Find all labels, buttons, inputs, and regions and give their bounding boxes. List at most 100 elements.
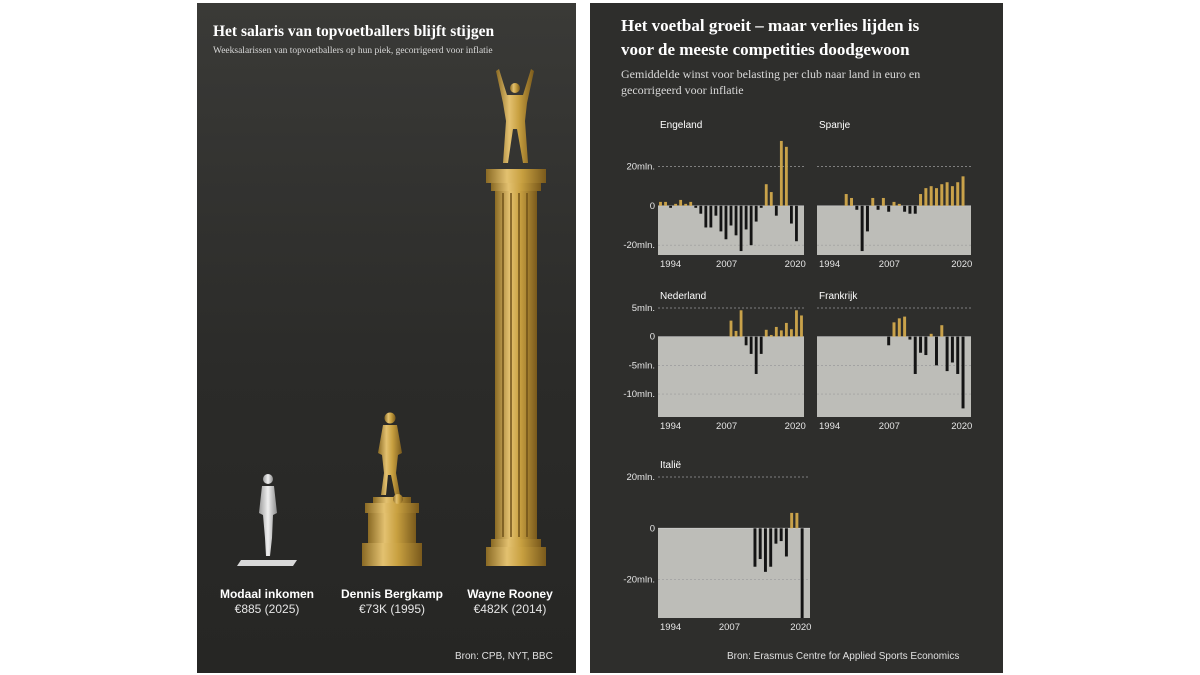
bar-engeland-2019 <box>784 146 788 206</box>
salary-title: Het salaris van topvoetballers blijft st… <box>213 23 495 40</box>
y-tick-label-nederland: -10mln. <box>623 389 655 400</box>
salary-infographic-panel: Het salaris van topvoetballers blijft st… <box>197 3 576 673</box>
y-tick-label-engeland: 0 <box>650 201 655 212</box>
bar-frankrijk-2009 <box>897 318 901 337</box>
bar-spanje-2000 <box>850 197 854 206</box>
bar-engeland-2013 <box>754 205 758 222</box>
bar-engeland-1999 <box>684 203 688 206</box>
bar-engeland-2009 <box>734 205 738 236</box>
plot-background-frankrijk <box>817 336 971 417</box>
figure-value-bergkamp: €73K (1995) <box>358 602 426 616</box>
bar-frankrijk-2016 <box>934 336 938 366</box>
bar-spanje-2009 <box>897 203 901 206</box>
bar-nederland-2010 <box>739 310 743 337</box>
bar-engeland-1997 <box>674 203 678 206</box>
bar-frankrijk-2007 <box>887 336 891 346</box>
profit-infographic-panel: Het voetbal groeit – maar verlies lijden… <box>590 3 1003 673</box>
bar-frankrijk-2015 <box>929 333 933 337</box>
x-tick-label-nederland: 2020 <box>785 421 806 432</box>
panel-title-nederland: Nederland <box>660 291 706 302</box>
x-tick-label-frankrijk: 2020 <box>951 421 972 432</box>
x-tick-label-itali: 2020 <box>790 622 811 633</box>
salary-subtitle: Weeksalarissen van topvoetballers op hun… <box>213 46 493 56</box>
y-tick-label-engeland: 20mln. <box>626 162 655 173</box>
bar-engeland-1998 <box>679 199 683 206</box>
bar-engeland-1996 <box>669 205 672 208</box>
bar-spanje-2006 <box>881 197 885 206</box>
plot-background-itali <box>658 528 810 618</box>
bar-frankrijk-2019 <box>950 336 954 363</box>
bergkamp-statue <box>362 412 422 566</box>
plot-background-nederland <box>658 336 804 417</box>
bar-itali-2015 <box>769 528 773 567</box>
bar-engeland-2008 <box>729 205 733 226</box>
bar-frankrijk-2013 <box>919 336 923 353</box>
bar-nederland-2019 <box>784 322 788 337</box>
y-tick-label-itali: 0 <box>650 523 655 534</box>
bar-nederland-2011 <box>744 336 748 346</box>
bar-spanje-2017 <box>940 184 944 206</box>
bar-spanje-1999 <box>844 194 848 206</box>
x-tick-label-itali: 2007 <box>719 622 740 633</box>
bar-frankrijk-2017 <box>940 325 944 337</box>
bar-itali-2019 <box>790 512 794 529</box>
bar-spanje-2008 <box>892 201 896 206</box>
bar-frankrijk-2011 <box>908 336 912 340</box>
bar-engeland-2011 <box>744 205 748 230</box>
bar-itali-2013 <box>758 528 762 560</box>
bar-engeland-2017 <box>774 205 778 216</box>
bar-spanje-2014 <box>924 188 928 206</box>
bar-engeland-2015 <box>764 184 768 206</box>
profit-title-line1: Het voetbal groeit – maar verlies lijden… <box>621 16 920 35</box>
profit-title-line2: voor de meeste competities doodgewoon <box>621 40 910 59</box>
bar-engeland-2000 <box>689 201 693 206</box>
bar-engeland-2006 <box>719 205 723 232</box>
bar-nederland-2020 <box>790 329 793 337</box>
rooney-column-statue <box>486 69 546 566</box>
panel-title-frankrijk: Frankrijk <box>819 291 858 302</box>
y-tick-label-nederland: 0 <box>650 332 655 343</box>
bar-engeland-1995 <box>664 201 667 206</box>
bar-engeland-1994 <box>659 201 662 206</box>
x-tick-label-itali: 1994 <box>660 622 681 633</box>
bar-spanje-2020 <box>956 182 960 206</box>
bar-frankrijk-2008 <box>892 322 896 337</box>
bar-spanje-2002 <box>860 205 864 252</box>
bar-engeland-2020 <box>790 205 793 224</box>
bar-engeland-2014 <box>759 205 763 208</box>
figure-name-rooney: Wayne Rooney <box>467 587 553 601</box>
bar-itali-2020 <box>795 512 799 529</box>
bar-nederland-2017 <box>774 326 778 337</box>
bar-itali-2016 <box>774 528 778 544</box>
bar-engeland-2005 <box>714 205 718 216</box>
figure-name-bergkamp: Dennis Bergkamp <box>340 587 444 601</box>
y-tick-label-nederland: 5mln. <box>632 303 655 314</box>
small-multiples-chart: Engeland 20mln. 0 -20mln. 1994 2007 2020 Spanje… <box>623 120 972 633</box>
bar-nederland-2013 <box>754 336 758 374</box>
y-tick-label-itali: -20mln. <box>623 575 655 586</box>
bar-spanje-2019 <box>950 186 954 206</box>
bar-spanje-2012 <box>913 205 917 214</box>
bar-nederland-2021 <box>795 310 798 337</box>
bar-frankrijk-2021 <box>961 336 965 409</box>
bar-frankrijk-2010 <box>903 316 907 337</box>
bar-frankrijk-2012 <box>913 336 917 374</box>
y-tick-label-engeland: -20mln. <box>623 240 655 251</box>
bar-spanje-2010 <box>903 205 907 212</box>
bar-itali-2017 <box>779 528 783 542</box>
panel-title-engeland: Engeland <box>660 120 702 131</box>
x-tick-label-nederland: 2007 <box>716 421 737 432</box>
profit-subtitle-line2: gecorrigeerd voor inflatie <box>621 83 744 97</box>
bar-itali-2014 <box>763 528 767 572</box>
bar-spanje-2005 <box>876 205 880 210</box>
figure-name-modal: Modaal inkomen <box>219 587 314 601</box>
bar-nederland-2016 <box>769 334 773 337</box>
x-tick-label-spanje: 2007 <box>879 259 900 270</box>
bar-spanje-2004 <box>871 197 875 206</box>
bar-spanje-2013 <box>919 194 923 206</box>
bar-frankrijk-2018 <box>945 336 949 372</box>
modal-income-figure <box>237 474 297 566</box>
salary-source: Bron: CPB, NYT, BBC <box>455 651 553 662</box>
bar-spanje-2003 <box>865 205 869 232</box>
profit-source: Bron: Erasmus Centre for Applied Sports … <box>727 651 960 662</box>
